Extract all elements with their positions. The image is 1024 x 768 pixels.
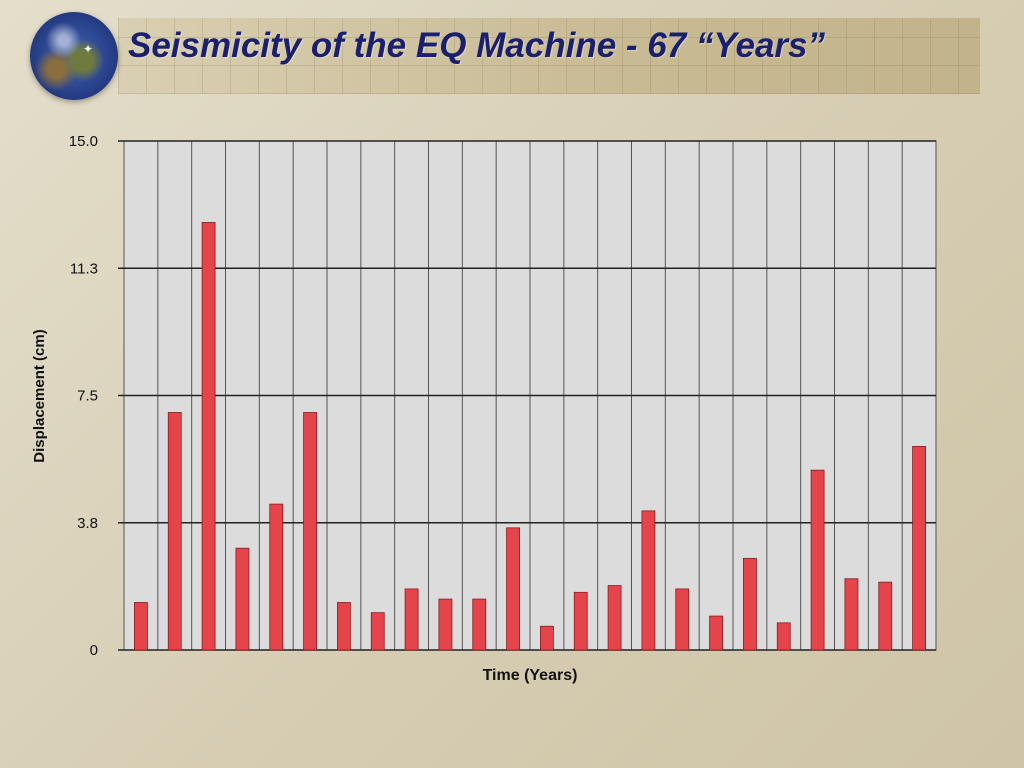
bar — [370, 612, 385, 651]
y-tick-label: 7.5 — [77, 388, 98, 405]
y-tick-label: 3.8 — [77, 515, 98, 532]
x-axis-label: Time (Years) — [483, 667, 578, 684]
bars — [134, 222, 926, 651]
bar — [844, 578, 859, 651]
globe-logo: ✦ — [30, 12, 118, 100]
bar — [472, 598, 487, 651]
y-tick-labels: 0 3.8 7.5 11.3 15.0 — [69, 133, 98, 659]
y-tick-label: 15.0 — [69, 133, 98, 150]
bar — [675, 588, 690, 651]
horizontal-gridlines — [118, 140, 936, 651]
star-icon: ✦ — [82, 42, 94, 56]
bar — [201, 222, 216, 651]
y-tick-label: 0 — [90, 642, 98, 659]
bar — [810, 469, 825, 651]
bar — [709, 615, 723, 651]
bar — [540, 625, 554, 651]
bar — [743, 557, 757, 651]
bar — [269, 503, 284, 651]
bar — [134, 602, 148, 651]
bar — [573, 591, 588, 651]
bar — [235, 547, 250, 651]
bar — [404, 588, 419, 651]
bar — [303, 412, 317, 651]
bar — [167, 412, 182, 651]
bar — [337, 602, 351, 651]
bar — [607, 585, 622, 651]
bar — [878, 581, 893, 651]
y-tick-label: 11.3 — [70, 260, 98, 277]
slide-title: Seismicity of the EQ Machine - 67 “Years… — [128, 26, 826, 65]
y-axis-label: Displacement (cm) — [31, 329, 48, 462]
bar — [912, 445, 926, 651]
bar — [776, 622, 791, 651]
title-band — [118, 18, 980, 94]
bar — [641, 510, 656, 651]
bar — [506, 527, 520, 651]
bar — [438, 598, 453, 651]
